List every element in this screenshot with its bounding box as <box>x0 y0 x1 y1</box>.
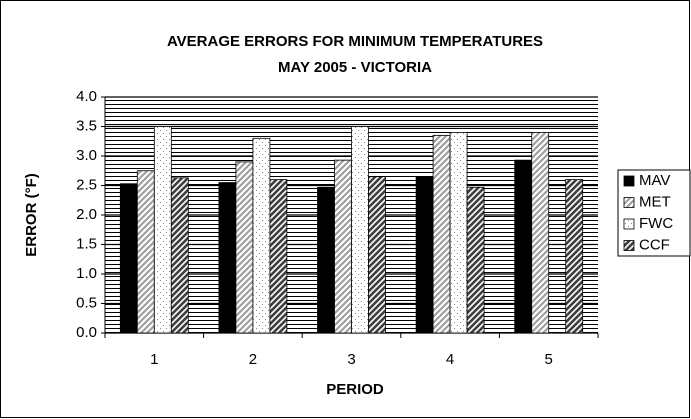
bar <box>368 176 386 334</box>
bar <box>514 159 533 334</box>
y-tick-label: 3.0 <box>76 147 97 164</box>
bar <box>466 186 485 334</box>
bar <box>170 177 189 334</box>
bar <box>351 126 369 334</box>
bar <box>565 179 584 334</box>
y-tick-label: 2.5 <box>76 176 97 193</box>
y-axis-label: ERROR (°F) <box>23 173 40 257</box>
bar <box>334 159 352 334</box>
y-tick-label: 2.0 <box>76 206 97 223</box>
x-tick-label: 3 <box>347 351 355 368</box>
y-tick-label: 0.5 <box>76 294 97 311</box>
x-axis-label: PERIOD <box>326 381 384 398</box>
legend-label: MET <box>639 193 671 210</box>
bar <box>432 134 451 334</box>
y-tick-label: 1.0 <box>76 265 97 282</box>
legend-label: MAV <box>639 172 670 189</box>
x-tick-label: 2 <box>249 351 257 368</box>
bar <box>531 131 550 334</box>
bar <box>252 137 271 334</box>
bar <box>415 176 434 334</box>
bar <box>153 126 172 334</box>
chart-title: AVERAGE ERRORS FOR MINIMUM TEMPERATURES <box>167 33 543 50</box>
legend-swatch <box>623 197 635 208</box>
legend-swatch <box>623 218 635 230</box>
y-tick-label: 3.5 <box>76 117 97 134</box>
bar <box>119 183 138 334</box>
legend-label: CCF <box>639 236 670 253</box>
y-tick-label: 4.0 <box>76 88 97 105</box>
chart-subtitle: MAY 2005 - VICTORIA <box>278 59 432 76</box>
bar <box>269 179 288 334</box>
bar <box>136 170 155 334</box>
bar <box>235 161 254 334</box>
bar <box>218 182 237 334</box>
x-tick-label: 1 <box>150 351 158 368</box>
legend-label: FWC <box>639 215 673 232</box>
y-tick-label: 0.0 <box>76 324 97 341</box>
x-tick-label: 5 <box>545 351 553 368</box>
x-tick-label: 4 <box>446 351 454 368</box>
y-tick-label: 1.5 <box>76 235 97 252</box>
bar <box>449 131 468 334</box>
legend-swatch <box>623 175 635 187</box>
bar <box>317 186 335 334</box>
legend-swatch <box>623 240 635 251</box>
